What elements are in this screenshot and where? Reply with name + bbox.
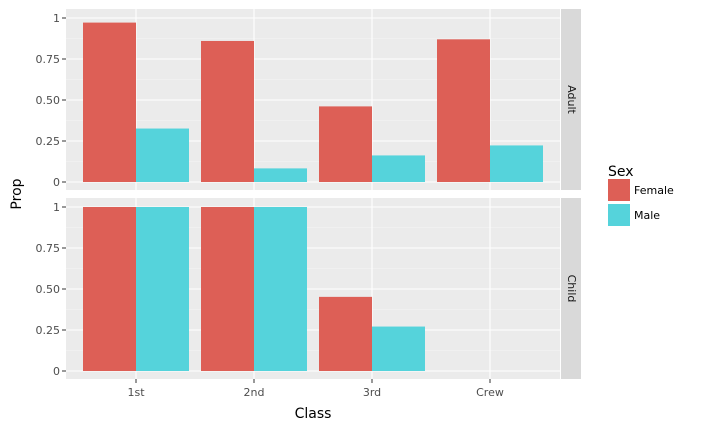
y-tick-label: 1 [53, 12, 60, 25]
y-tick-label: 0.75 [36, 53, 61, 66]
legend-key-male [608, 204, 630, 226]
bar-adult-female-crew [437, 39, 490, 182]
bar-child-female-3rd [319, 296, 372, 371]
facet-strip-label: Adult [565, 85, 578, 114]
bar-child-female-1st [83, 207, 136, 371]
bar-adult-male-2nd [254, 168, 307, 182]
x-axis-title: Class [295, 406, 332, 422]
bar-adult-male-1st [136, 128, 189, 182]
y-tick-label: 1 [53, 201, 60, 214]
bar-adult-female-2nd [201, 40, 254, 183]
bar-child-male-3rd [372, 326, 425, 371]
facet-strip-adult [561, 9, 581, 190]
bar-adult-male-3rd [372, 155, 425, 182]
y-tick-label: 0.25 [36, 324, 61, 337]
y-tick-label: 0.50 [36, 283, 61, 296]
y-tick-label: 0 [53, 365, 60, 378]
bar-child-male-2nd [254, 207, 307, 371]
bar-adult-female-3rd [319, 106, 372, 182]
legend-label-female: Female [634, 184, 674, 197]
y-tick-label: 0.75 [36, 242, 61, 255]
bar-adult-female-1st [83, 22, 136, 183]
legend-label-male: Male [634, 209, 660, 222]
x-tick-label: Crew [476, 386, 504, 399]
x-tick-label: 2nd [244, 386, 265, 399]
y-tick-label: 0.50 [36, 94, 61, 107]
bar-child-male-1st [136, 207, 189, 371]
y-axis-title: Prop [9, 178, 25, 209]
x-tick-label: 3rd [363, 386, 381, 399]
bar-adult-male-crew [490, 145, 543, 182]
facet-strip-label: Child [565, 275, 578, 303]
y-tick-label: 0 [53, 176, 60, 189]
legend-key-female [608, 179, 630, 201]
facet-strip-child [561, 198, 581, 379]
bar-child-female-2nd [201, 207, 254, 371]
legend-title: Sex [608, 164, 634, 180]
y-tick-label: 0.25 [36, 135, 61, 148]
x-tick-label: 1st [127, 386, 145, 399]
